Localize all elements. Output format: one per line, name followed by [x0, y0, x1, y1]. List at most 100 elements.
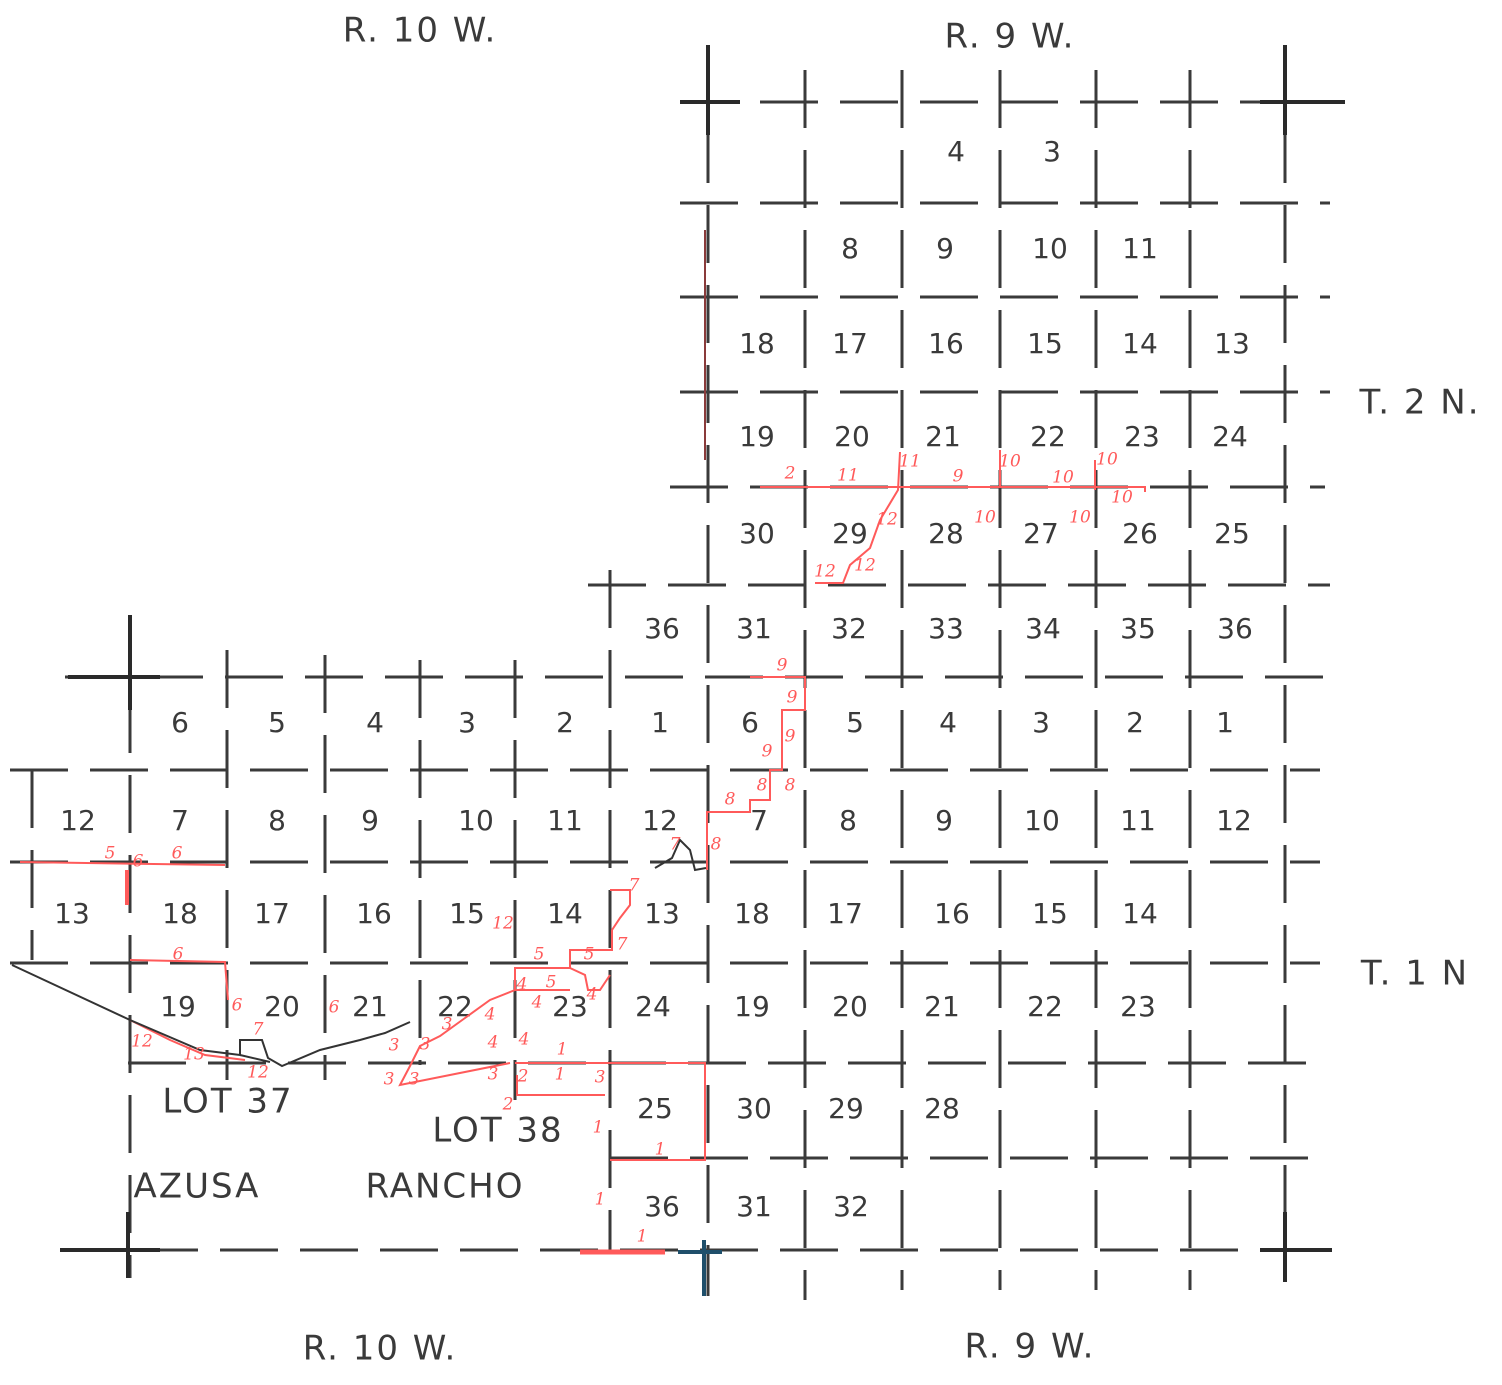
- survey-corner-mark: 10: [974, 508, 996, 528]
- rancho-boundary-line: [11, 838, 707, 1068]
- section-number: 14: [1122, 327, 1158, 360]
- section-number: 25: [1214, 517, 1250, 550]
- survey-corner-mark: 4: [531, 993, 543, 1013]
- section-number: 18: [739, 327, 775, 360]
- section-number: 13: [644, 897, 680, 930]
- section-number: 19: [734, 990, 770, 1023]
- section-number: 15: [1027, 327, 1063, 360]
- survey-corner-mark: 12: [876, 510, 898, 530]
- section-number: 9: [935, 804, 953, 837]
- survey-corner-mark: 10: [1069, 508, 1091, 528]
- section-number: 23: [1120, 990, 1156, 1023]
- survey-corner-mark: 7: [253, 1020, 264, 1040]
- survey-corner-mark: 11: [899, 452, 921, 472]
- survey-corner-mark: 12: [131, 1032, 153, 1052]
- survey-corner-mark: 12: [854, 556, 876, 576]
- survey-corner-mark: 11: [837, 466, 859, 486]
- survey-corner-mark: 9: [785, 727, 796, 747]
- survey-corner-mark: 4: [586, 985, 598, 1005]
- section-number: 10: [1032, 232, 1068, 265]
- section-number: 11: [547, 804, 583, 837]
- township-label-1n: T. 1 N: [1360, 954, 1469, 994]
- survey-boundary-lines: [19, 450, 1146, 1161]
- section-number: 9: [936, 232, 954, 265]
- section-number: 5: [268, 706, 286, 739]
- rancho-label: RANCHO: [365, 1167, 524, 1207]
- section-number: 11: [1122, 232, 1158, 265]
- survey-corner-mark: 12: [247, 1063, 269, 1083]
- section-number: 14: [547, 897, 583, 930]
- survey-corner-mark: 4: [484, 1005, 496, 1025]
- range-label-top-right: R. 9 W.: [945, 17, 1076, 57]
- survey-corner-mark: 3: [442, 1015, 453, 1035]
- section-number: 32: [831, 612, 867, 645]
- section-number: 31: [736, 1190, 772, 1223]
- survey-corner-mark: 2: [502, 1095, 514, 1115]
- section-number: 15: [1032, 897, 1068, 930]
- survey-corner-mark: 12: [814, 562, 836, 582]
- survey-corner-mark: 9: [762, 742, 773, 762]
- section-number: 29: [828, 1092, 864, 1125]
- survey-corner-mark: 9: [787, 688, 798, 708]
- survey-corner-mark: 2: [517, 1067, 529, 1087]
- section-number: 25: [637, 1092, 673, 1125]
- section-number: 16: [928, 327, 964, 360]
- section-number: 30: [739, 517, 775, 550]
- section-number: 20: [832, 990, 868, 1023]
- section-number: 6: [741, 706, 759, 739]
- section-number: 12: [60, 804, 96, 837]
- survey-corner-mark: 7: [670, 835, 681, 855]
- section-number: 36: [644, 612, 680, 645]
- section-number: 13: [1214, 327, 1250, 360]
- section-number: 36: [644, 1190, 680, 1223]
- section-number: 17: [832, 327, 868, 360]
- section-number: 4: [939, 706, 957, 739]
- survey-corner-mark: 5: [105, 844, 116, 864]
- section-number: 27: [1023, 517, 1059, 550]
- survey-corner-mark: 2: [784, 464, 796, 484]
- survey-corner-mark: 1: [595, 1190, 606, 1210]
- section-number: 9: [361, 804, 379, 837]
- section-number: 14: [1122, 897, 1158, 930]
- section-number: 20: [264, 990, 300, 1023]
- survey-corner-mark: 5: [584, 945, 595, 965]
- section-number: 4: [366, 706, 384, 739]
- survey-corner-mark: 5: [534, 945, 545, 965]
- survey-corner-mark: 3: [420, 1035, 431, 1055]
- section-number: 18: [734, 897, 770, 930]
- section-number: 20: [834, 420, 870, 453]
- survey-corner-mark: 8: [711, 835, 722, 855]
- section-number: 23: [1124, 420, 1160, 453]
- section-number: 8: [839, 804, 857, 837]
- section-number: 21: [924, 990, 960, 1023]
- section-number: 35: [1120, 612, 1156, 645]
- section-number: 23: [552, 990, 588, 1023]
- survey-corner-mark: 3: [488, 1065, 499, 1085]
- survey-corner-mark: 1: [593, 1118, 604, 1138]
- survey-corner-mark: 9: [953, 467, 964, 487]
- survey-corner-mark: 12: [492, 914, 514, 934]
- section-number: 5: [846, 706, 864, 739]
- survey-corner-mark: 5: [546, 973, 557, 993]
- range-label-bottom-left: R. 10 W.: [303, 1329, 458, 1369]
- section-number: 17: [254, 897, 290, 930]
- section-number: 7: [750, 804, 768, 837]
- survey-corner-mark: 10: [1052, 468, 1074, 488]
- township-corner-ticks: [60, 45, 1345, 1296]
- section-number: 4: [947, 135, 965, 168]
- section-grid: [10, 45, 1345, 1300]
- survey-corner-mark: 8: [785, 776, 796, 796]
- lot-38-label: LOT 38: [432, 1111, 563, 1151]
- survey-corner-mark: 8: [725, 790, 736, 810]
- survey-corner-mark: 8: [757, 776, 768, 796]
- section-number: 16: [934, 897, 970, 930]
- section-number: 12: [642, 804, 678, 837]
- section-number: 19: [160, 990, 196, 1023]
- survey-corner-mark: 6: [133, 852, 144, 872]
- section-number: 1: [1216, 706, 1234, 739]
- section-number: 31: [736, 612, 772, 645]
- survey-corner-mark: 6: [329, 998, 340, 1018]
- survey-corner-mark: 10: [1096, 450, 1118, 470]
